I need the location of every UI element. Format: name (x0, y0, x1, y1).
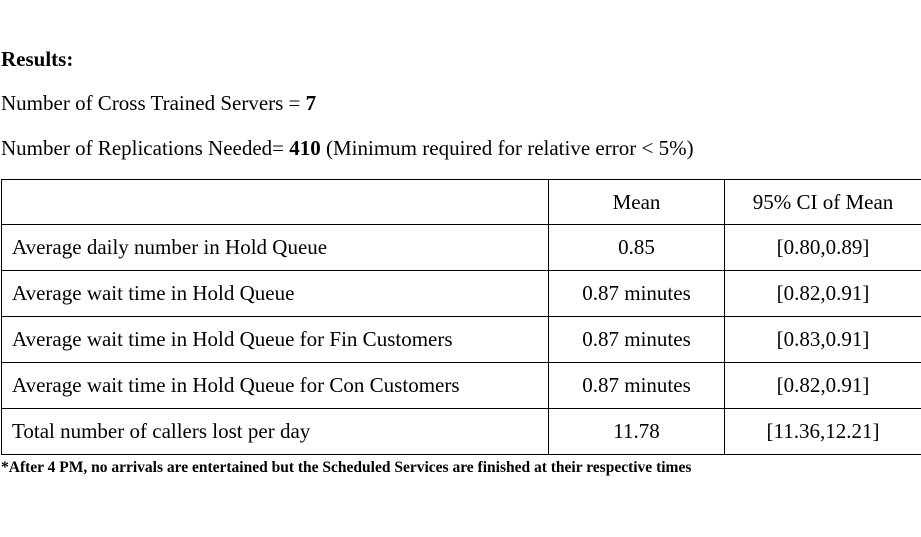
replications-note: (Minimum required for relative error < 5… (320, 136, 694, 160)
metric-cell: Total number of callers lost per day (1, 408, 549, 455)
header-mean: Mean (548, 179, 725, 225)
mean-cell: 0.87 minutes (548, 316, 725, 363)
replications-label: Number of Replications Needed= (1, 136, 290, 160)
footnote: *After 4 PM, no arrivals are entertained… (1, 459, 692, 476)
results-table: Mean 95% CI of Mean Average daily number… (1, 179, 921, 455)
servers-label: Number of Cross Trained Servers = (1, 91, 306, 115)
ci-cell: [0.80,0.89] (724, 224, 921, 271)
mean-cell: 11.78 (548, 408, 725, 455)
metric-cell: Average daily number in Hold Queue (1, 224, 549, 271)
servers-line: Number of Cross Trained Servers = 7 (1, 91, 316, 115)
table-row: Average wait time in Hold Queue for Fin … (1, 316, 921, 363)
metric-cell: Average wait time in Hold Queue for Fin … (1, 316, 549, 363)
metric-cell: Average wait time in Hold Queue for Con … (1, 362, 549, 409)
results-heading: Results: (1, 47, 74, 71)
header-ci: 95% CI of Mean (724, 179, 921, 225)
table-row: Average wait time in Hold Queue 0.87 min… (1, 270, 921, 317)
ci-cell: [0.83,0.91] (724, 316, 921, 363)
table-row: Average daily number in Hold Queue 0.85 … (1, 224, 921, 271)
mean-cell: 0.87 minutes (548, 362, 725, 409)
mean-cell: 0.87 minutes (548, 270, 725, 317)
table-header-row: Mean 95% CI of Mean (1, 179, 921, 225)
replications-value: 410 (289, 136, 321, 160)
table-row: Total number of callers lost per day 11.… (1, 408, 921, 455)
replications-line: Number of Replications Needed= 410 (Mini… (1, 136, 694, 160)
header-metric (1, 179, 549, 225)
table-row: Average wait time in Hold Queue for Con … (1, 362, 921, 409)
ci-cell: [11.36,12.21] (724, 408, 921, 455)
servers-value: 7 (305, 91, 317, 115)
metric-cell: Average wait time in Hold Queue (1, 270, 549, 317)
ci-cell: [0.82,0.91] (724, 270, 921, 317)
mean-cell: 0.85 (548, 224, 725, 271)
ci-cell: [0.82,0.91] (724, 362, 921, 409)
